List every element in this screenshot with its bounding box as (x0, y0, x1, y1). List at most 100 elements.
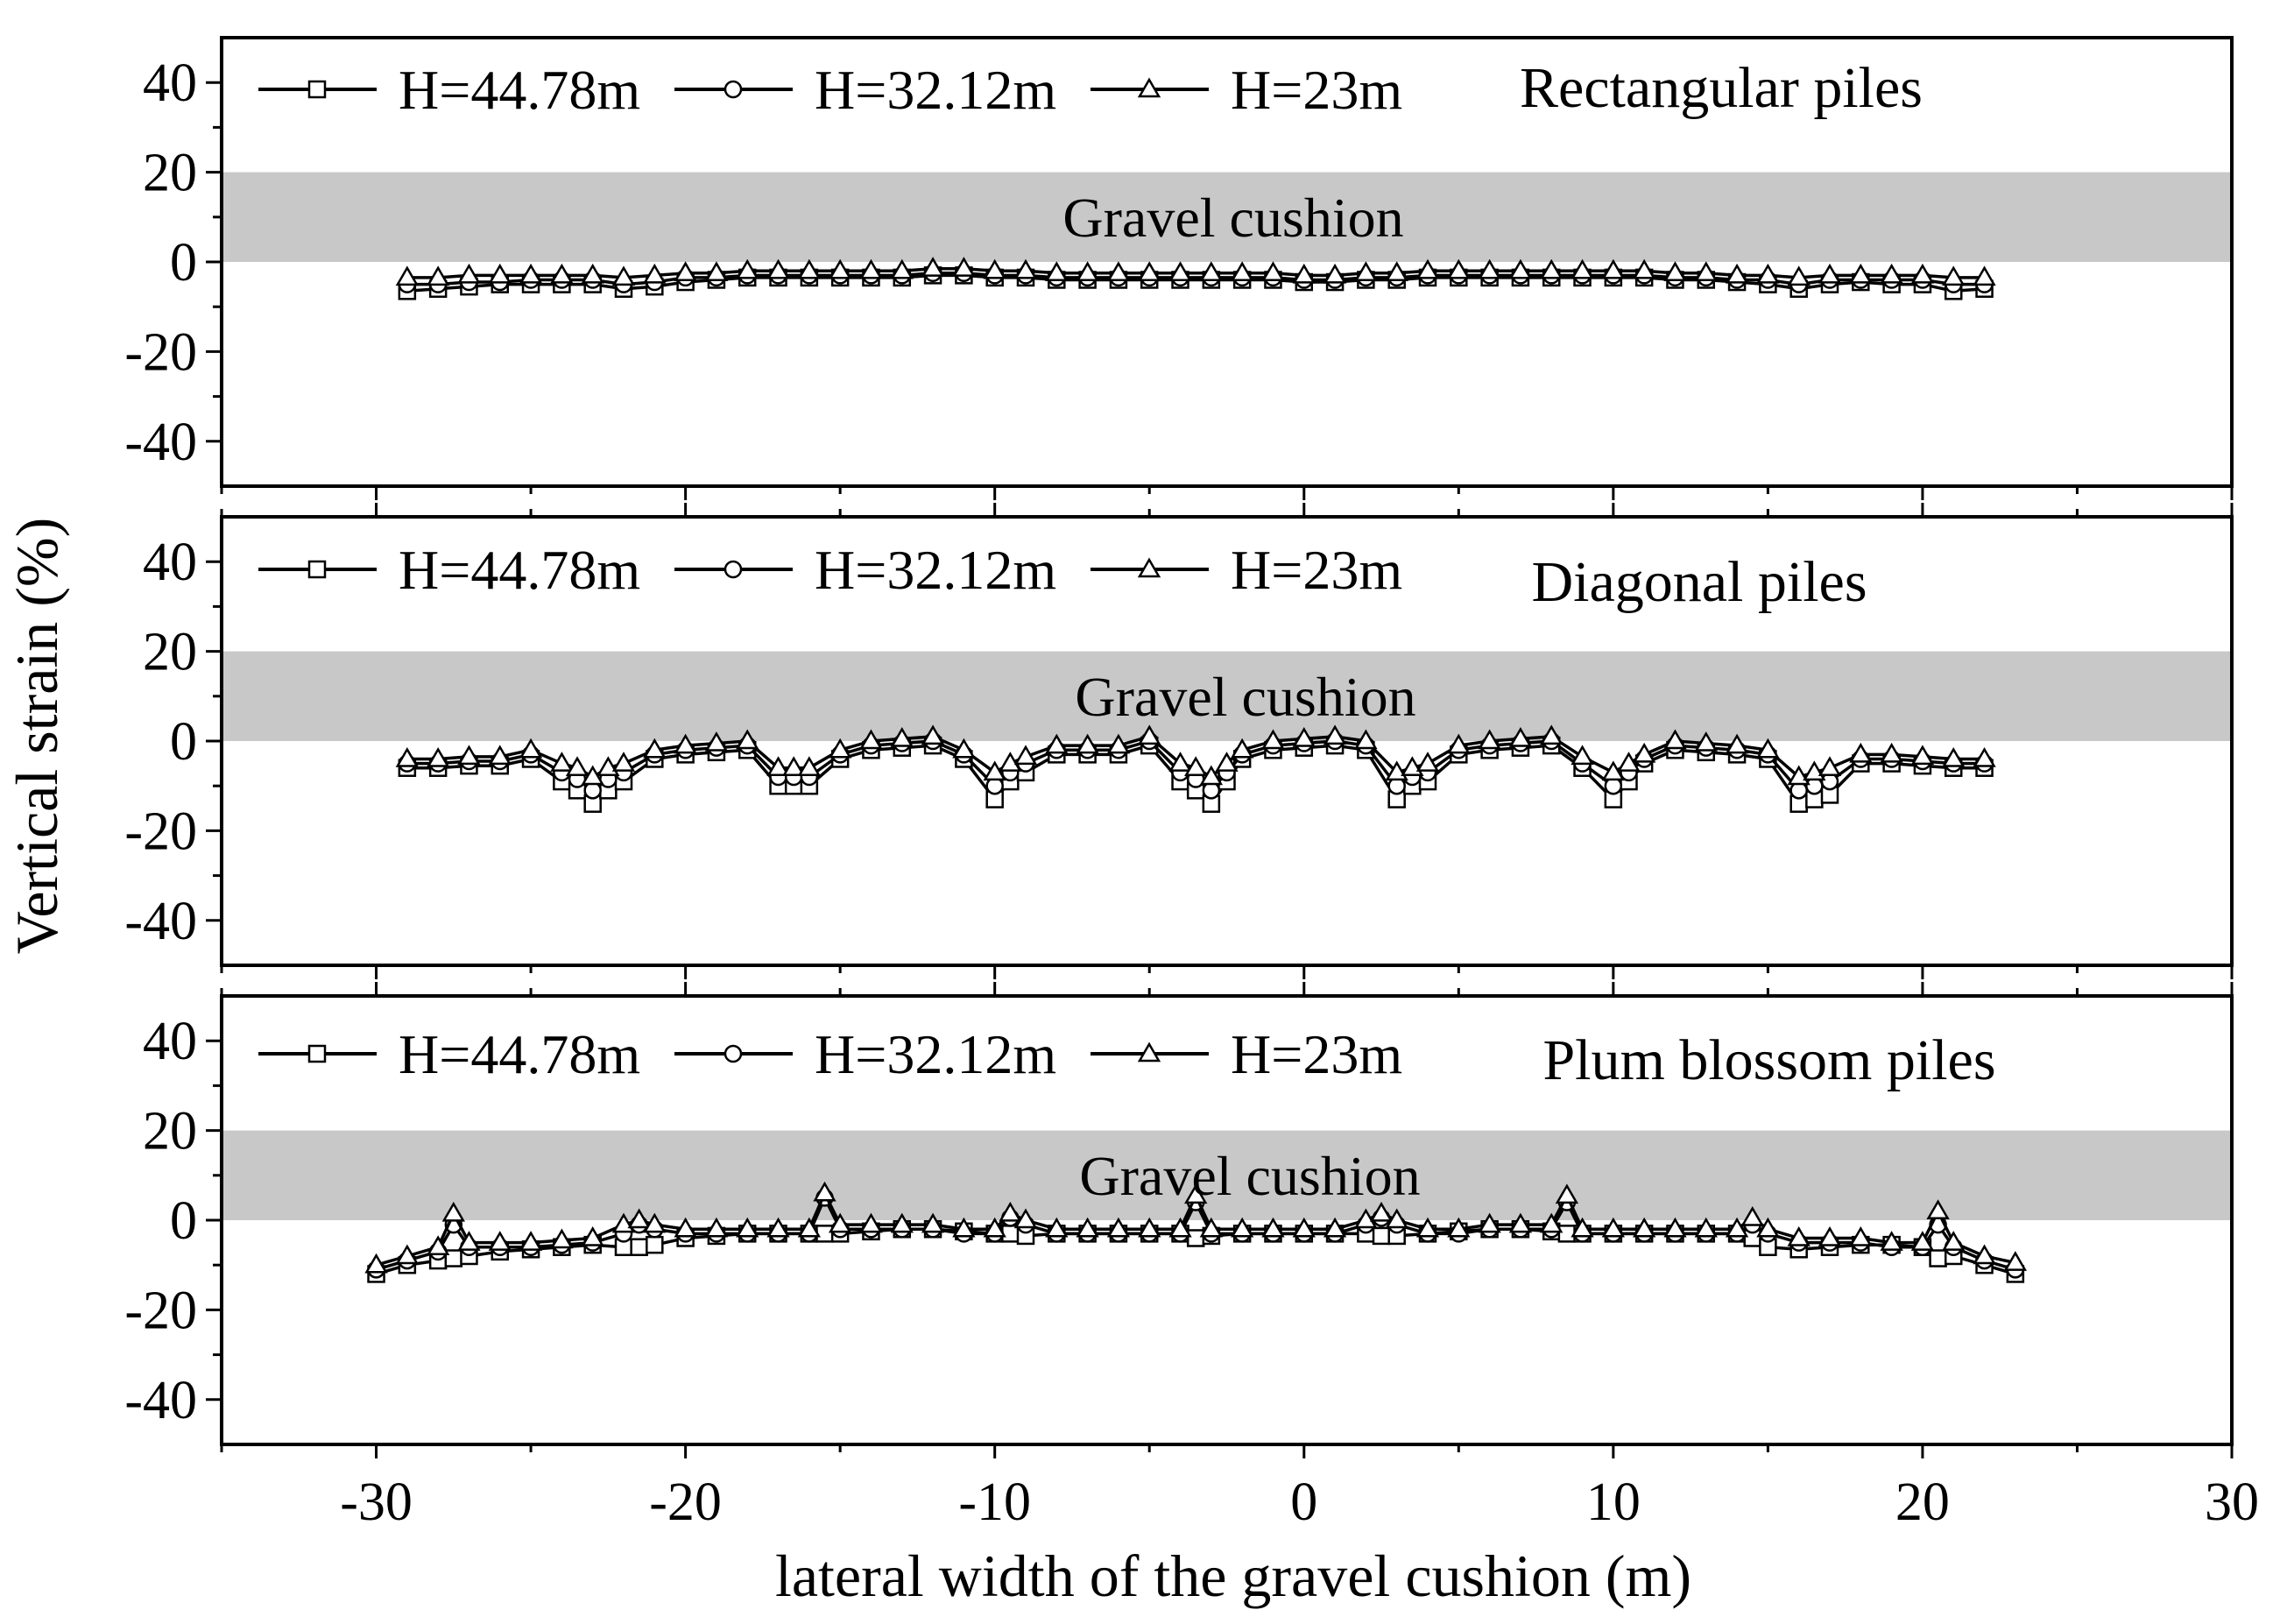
series-line-square (406, 273, 1985, 293)
data-point-triangle (1415, 258, 1440, 279)
data-point-triangle (1508, 726, 1533, 747)
data-point-triangle (1261, 1217, 1285, 1238)
data-point-triangle (1076, 261, 1099, 282)
data-point-triangle (736, 258, 759, 279)
data-point-triangle (983, 1217, 1006, 1238)
data-point-triangle (1540, 258, 1563, 279)
data-point-triangle (1694, 1217, 1718, 1238)
data-point-triangle (921, 724, 945, 745)
data-point-triangle (1138, 261, 1161, 282)
panel-title: Diagonal piles (1531, 550, 1867, 614)
data-point-triangle (565, 756, 589, 776)
legend-marker-triangle (1137, 557, 1161, 578)
x-tick-label: -30 (340, 1472, 413, 1532)
data-point-triangle (1013, 258, 1038, 279)
data-point-triangle (1323, 263, 1347, 284)
panel-1 (206, 36, 2234, 500)
y-tick-label: 20 (143, 144, 197, 203)
data-point-triangle (1540, 1212, 1563, 1233)
data-point-triangle (581, 1225, 604, 1246)
data-point-square (1186, 1229, 1205, 1247)
data-point-triangle (550, 263, 574, 284)
data-point-triangle (519, 738, 543, 759)
data-point-triangle (1508, 258, 1533, 279)
band-label: Gravel cushion (1079, 1145, 1420, 1207)
panel-title: Rectangular piles (1520, 56, 1923, 120)
y-tick-label: -20 (124, 322, 197, 382)
data-point-triangle (488, 263, 512, 284)
data-point-triangle (704, 261, 729, 282)
data-point-triangle (1880, 263, 1903, 284)
y-tick-label: 20 (143, 623, 197, 682)
y-tick-label: 40 (143, 533, 197, 592)
panel-3 (206, 982, 2234, 1458)
data-point-triangle (1415, 1217, 1440, 1238)
data-point-triangle (1555, 1183, 1579, 1204)
legend-marker-circle (724, 80, 743, 99)
data-point-triangle (550, 1228, 574, 1249)
data-point-triangle (1508, 1212, 1533, 1233)
data-point-triangle (395, 1244, 420, 1265)
data-point-square (815, 1225, 834, 1243)
data-point-triangle (1106, 261, 1131, 282)
data-point-triangle (983, 258, 1006, 279)
data-point-triangle (859, 729, 883, 750)
data-point-triangle (1447, 733, 1471, 754)
data-point-triangle (828, 1212, 852, 1233)
data-point-triangle (797, 1217, 822, 1238)
data-point-triangle (674, 261, 697, 282)
data-point-triangle (766, 1217, 790, 1238)
data-point-triangle (1818, 263, 1842, 284)
gravel-cushion-band (222, 1130, 2232, 1220)
data-point-triangle (859, 1212, 883, 1233)
data-point-triangle (1571, 745, 1594, 766)
data-point-triangle (1013, 745, 1038, 766)
data-point-triangle (1354, 729, 1378, 750)
legend-label: H=32.12m (815, 59, 1056, 121)
legend-marker-square (307, 1044, 327, 1063)
legend-label: H=44.78m (399, 59, 640, 121)
series-line-circle (406, 272, 1985, 286)
data-point-triangle (1076, 733, 1099, 754)
data-point-triangle (952, 257, 976, 277)
data-point-triangle (1230, 1217, 1254, 1238)
data-point-triangle (1880, 742, 1903, 763)
data-point-triangle (550, 752, 574, 772)
data-point-triangle (1045, 261, 1069, 282)
data-point-triangle (643, 263, 667, 284)
data-point-triangle (395, 746, 420, 767)
legend-marker-circle (724, 1044, 743, 1063)
data-point-triangle (426, 265, 450, 286)
legend-marker-square (307, 560, 327, 579)
data-point-triangle (1571, 1217, 1594, 1238)
data-point-triangle (1415, 752, 1440, 772)
gravel-cushion-band (222, 172, 2232, 262)
series-line-triangle (406, 266, 1985, 279)
data-point-triangle (1601, 1217, 1626, 1238)
x-tick-label: 10 (1586, 1472, 1641, 1532)
x-tick-label: -10 (958, 1472, 1031, 1532)
data-point-triangle (581, 263, 604, 284)
data-point-triangle (1323, 724, 1347, 745)
data-point-triangle (1910, 263, 1935, 284)
y-tick-label: -40 (124, 892, 197, 951)
data-point-triangle (1973, 265, 1996, 286)
panel-2 (206, 503, 2234, 979)
data-point-triangle (1663, 261, 1687, 282)
data-point-triangle (457, 745, 481, 766)
data-point-triangle (1385, 1208, 1408, 1229)
data-point-triangle (952, 1217, 976, 1238)
data-point-triangle (1818, 1225, 1842, 1246)
x-axis-title: lateral width of the gravel cushion (m) (775, 1543, 1691, 1609)
x-tick-label: -20 (649, 1472, 722, 1532)
y-axis-title: Vertical strain (%) (4, 518, 70, 954)
data-point-triangle (1478, 729, 1501, 750)
legend-marker-circle (724, 560, 743, 579)
data-point-triangle (519, 1231, 543, 1251)
data-point-triangle (890, 726, 914, 747)
y-tick-label: 0 (170, 1191, 197, 1251)
legend-label: H=44.78m (399, 1023, 640, 1085)
data-point-triangle (488, 1231, 512, 1251)
y-tick-label: -40 (124, 1371, 197, 1430)
